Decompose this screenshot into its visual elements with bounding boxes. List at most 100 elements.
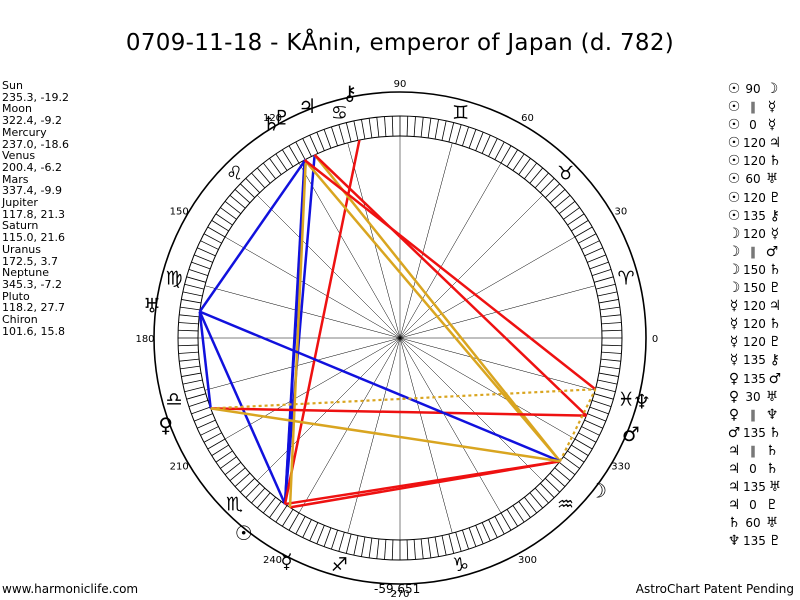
jupiter-icon: ♃ <box>727 442 741 459</box>
aspect-angle: 30 <box>745 389 761 404</box>
degree-label: 240 <box>263 555 282 566</box>
mars-icon: ♂ <box>768 370 782 387</box>
saturn-icon: ♄ <box>727 515 741 532</box>
aspect-angle: ∥ <box>750 443 756 458</box>
degree-label: 300 <box>518 555 537 566</box>
neptune-icon: ♆ <box>727 533 741 550</box>
aspect-row: ☉ ∥ ☿ <box>727 98 799 116</box>
aspect-line-sun-pluto <box>283 159 306 505</box>
planet-coords-neptune: 345.3, -7.2 <box>2 277 62 291</box>
aspect-line-venus-neptune <box>210 388 596 410</box>
aspect-line-moon-pluto <box>303 159 561 463</box>
sun-icon: ☉ <box>727 171 741 188</box>
sun-icon: ☉ <box>727 189 741 206</box>
aspect-line-neptune-pluto <box>303 158 597 391</box>
chiron-icon: ⚷ <box>769 207 781 224</box>
aspect-angle: ∥ <box>750 244 756 259</box>
jupiter-icon: ♃ <box>727 460 741 477</box>
taurus-icon: ♉ <box>557 163 574 185</box>
degree-label: 150 <box>170 207 189 218</box>
aspect-row: ☉ 90 ☽ <box>727 80 799 98</box>
aspect-angle: ∥ <box>750 100 756 115</box>
aspect-list: ☉ 90 ☽ ☉ ∥ ☿ ☉ 0 ☿ ☉ 120 ♃ ☉ 120 ♄ ☉ 60 ♅ ☉ 120 ♇ ☉ 135 ⚷ ☽ 120 ☿ ☽… <box>727 80 799 550</box>
aspect-row: ☽ 150 ♄ <box>727 261 799 279</box>
neptune-icon: ♆ <box>633 389 651 413</box>
aspect-row: ♃ 0 ♇ <box>727 496 799 514</box>
sun-icon: ☉ <box>727 99 741 116</box>
planet-name-neptune: Neptune <box>2 266 50 280</box>
chiron-icon: ⚷ <box>769 352 781 369</box>
aspect-row: ♆ 135 ♇ <box>727 532 799 550</box>
chiron-icon: ⚷ <box>342 81 357 105</box>
degree-label: 210 <box>170 462 189 473</box>
pisces-icon: ♓ <box>618 389 635 411</box>
sun-icon: ☉ <box>727 135 741 152</box>
aspect-angle: 135 <box>743 371 766 386</box>
pluto-icon: ♇ <box>768 334 782 351</box>
aspect-lines <box>198 139 597 509</box>
mercury-icon: ☿ <box>770 225 780 242</box>
aspect-angle: 0 <box>749 498 757 513</box>
aspect-line-venus-mars <box>210 407 587 417</box>
sun-icon: ☉ <box>727 117 741 134</box>
aspect-angle: 120 <box>743 190 766 205</box>
saturn-icon: ♄ <box>768 316 782 333</box>
saturn-icon: ♄ <box>765 460 779 477</box>
mercury-icon: ☿ <box>729 334 739 351</box>
planet-name-uranus: Uranus <box>2 242 41 256</box>
aspect-line-moon-saturn <box>313 154 562 463</box>
aspect-angle: 135 <box>743 208 766 223</box>
moon-icon: ☽ <box>589 479 607 503</box>
aspect-row: ☉ 135 ⚷ <box>727 207 799 225</box>
footer-notice: AstroChart Patent Pending <box>635 582 794 596</box>
mars-icon: ♂ <box>727 424 741 441</box>
degree-label: 270 <box>390 589 409 600</box>
outer-ring <box>153 91 647 585</box>
aspect-row: ☉ 120 ♇ <box>727 189 799 207</box>
footer-site[interactable]: www.harmoniclife.com <box>2 582 139 596</box>
planet-coords-chiron: 101.6, 15.8 <box>2 324 65 338</box>
sun-icon: ☉ <box>727 153 741 170</box>
aspect-row: ☽ 150 ♇ <box>727 279 799 297</box>
jupiter-icon: ♃ <box>727 497 741 514</box>
saturn-icon: ♄ <box>768 153 782 170</box>
aspect-row: ♀ ∥ ♆ <box>727 406 799 424</box>
scorpio-icon: ♏ <box>226 493 243 515</box>
pluto-icon: ♇ <box>273 106 291 130</box>
aspect-line-venus-uranus <box>198 311 212 409</box>
aries-icon: ♈ <box>618 267 635 289</box>
moon-icon: ☽ <box>727 225 741 242</box>
degree-label: 330 <box>611 462 630 473</box>
aspect-row: ☿ 120 ♃ <box>727 297 799 315</box>
planet-coords-uranus: 172.5, 3.7 <box>2 254 58 268</box>
aspect-row: ☉ 120 ♄ <box>727 152 799 170</box>
moon-icon: ☽ <box>727 243 741 260</box>
cancer-icon: ♋ <box>331 102 348 124</box>
saturn-icon: ♄ <box>765 442 779 459</box>
aspect-angle: 120 <box>743 299 766 314</box>
planet-coords-venus: 200.4, -6.2 <box>2 160 62 174</box>
mercury-icon: ☿ <box>729 316 739 333</box>
jupiter-icon: ♃ <box>727 479 741 496</box>
aspect-angle: 120 <box>743 335 766 350</box>
gemini-icon: ♊ <box>452 102 469 124</box>
aspect-angle: 135 <box>743 425 766 440</box>
degree-label: 30 <box>614 207 627 218</box>
mars-icon: ♂ <box>622 422 640 446</box>
leo-icon: ♌ <box>226 163 243 185</box>
saturn-icon: ♄ <box>262 112 280 136</box>
mercury-icon: ☿ <box>280 549 292 573</box>
aspect-row: ☽ 120 ☿ <box>727 225 799 243</box>
aspect-angle: 120 <box>743 136 766 151</box>
mercury-icon: ☿ <box>767 117 777 134</box>
planet-name-saturn: Saturn <box>2 219 39 233</box>
aspect-row: ☿ 120 ♇ <box>727 333 799 351</box>
mercury-icon: ☿ <box>729 352 739 369</box>
aspect-row: ☿ 135 ⚷ <box>727 351 799 369</box>
pluto-icon: ♇ <box>765 497 779 514</box>
planet-coords-moon: 322.4, -9.2 <box>2 114 62 128</box>
saturn-icon: ♄ <box>768 261 782 278</box>
aspect-line-moon-mercury <box>289 460 561 509</box>
aspect-angle: 120 <box>743 154 766 169</box>
aquarius-icon: ♒ <box>557 493 574 515</box>
